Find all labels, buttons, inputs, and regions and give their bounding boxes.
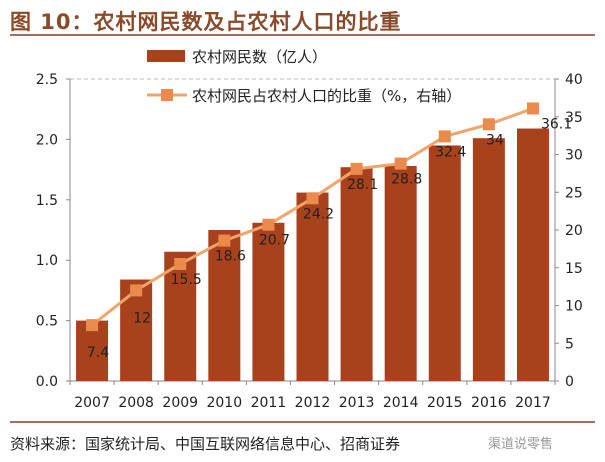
bar: [428, 145, 461, 381]
data-label: 18.6: [215, 249, 246, 265]
left-tick-label: 0.5: [36, 314, 58, 330]
left-tick-label: 0.0: [36, 374, 58, 390]
x-tick-label: 2010: [206, 395, 242, 411]
data-label: 28.1: [347, 177, 378, 193]
x-tick-label: 2007: [74, 395, 110, 411]
left-tick-label: 2.0: [36, 132, 58, 148]
data-label: 15.5: [171, 272, 202, 288]
data-label: 24.2: [303, 206, 334, 222]
line-marker: [306, 192, 319, 205]
line-marker: [350, 162, 363, 175]
right-tick-label: 10: [565, 299, 583, 315]
left-tick-label: 1.0: [36, 253, 58, 269]
line-marker: [438, 130, 451, 143]
left-tick-label: 2.5: [36, 72, 58, 88]
x-tick-label: 2011: [251, 395, 287, 411]
data-label: 12: [133, 310, 151, 326]
bar: [120, 279, 153, 381]
data-label: 36.1: [541, 116, 572, 132]
line-marker: [218, 234, 231, 247]
data-label: 32.4: [435, 144, 466, 160]
legend-line-marker: [161, 89, 173, 101]
right-tick-label: 0: [565, 374, 574, 390]
watermark: 渠道说零售: [488, 437, 554, 452]
bar: [472, 138, 505, 381]
right-tick-label: 20: [565, 223, 583, 239]
x-tick-label: 2009: [162, 395, 198, 411]
data-label: 20.7: [259, 233, 290, 249]
chart-title: 图 10：农村网民数及占农村人口的比重: [10, 10, 402, 34]
line-marker: [174, 257, 187, 270]
right-tick-label: 40: [565, 72, 583, 88]
bar: [164, 251, 197, 381]
right-tick-label: 15: [565, 261, 583, 277]
data-label: 28.8: [391, 172, 422, 188]
line-marker: [130, 284, 143, 297]
bar: [208, 230, 241, 381]
data-label: 7.4: [87, 345, 109, 361]
x-tick-label: 2017: [515, 395, 551, 411]
x-tick-label: 2016: [471, 395, 507, 411]
x-tick-label: 2015: [427, 395, 463, 411]
line-marker: [526, 102, 539, 115]
line-marker: [262, 218, 275, 231]
x-tick-label: 2012: [295, 395, 331, 411]
bar: [296, 192, 329, 381]
line-marker: [482, 118, 495, 131]
bar: [384, 165, 417, 381]
line-marker: [394, 157, 407, 170]
bar: [340, 167, 373, 381]
legend-bar-swatch: [147, 50, 185, 62]
left-tick-label: 1.5: [36, 193, 58, 209]
bar: [516, 128, 549, 381]
right-tick-label: 5: [565, 336, 574, 352]
x-tick-label: 2013: [339, 395, 375, 411]
line-marker: [86, 319, 99, 332]
source-note: 资料来源：国家统计局、中国互联网络信息中心、招商证券: [10, 435, 401, 453]
x-tick-label: 2008: [118, 395, 154, 411]
bar: [252, 222, 285, 381]
right-tick-label: 30: [565, 148, 583, 164]
right-tick-label: 35: [565, 110, 583, 126]
right-tick-label: 25: [565, 185, 583, 201]
data-label: 34: [486, 132, 504, 148]
x-tick-label: 2014: [383, 395, 419, 411]
legend-bar-label: 农村网民数（亿人）: [192, 48, 327, 66]
legend-line-label: 农村网民占农村人口的比重（%，右轴）: [192, 87, 461, 105]
